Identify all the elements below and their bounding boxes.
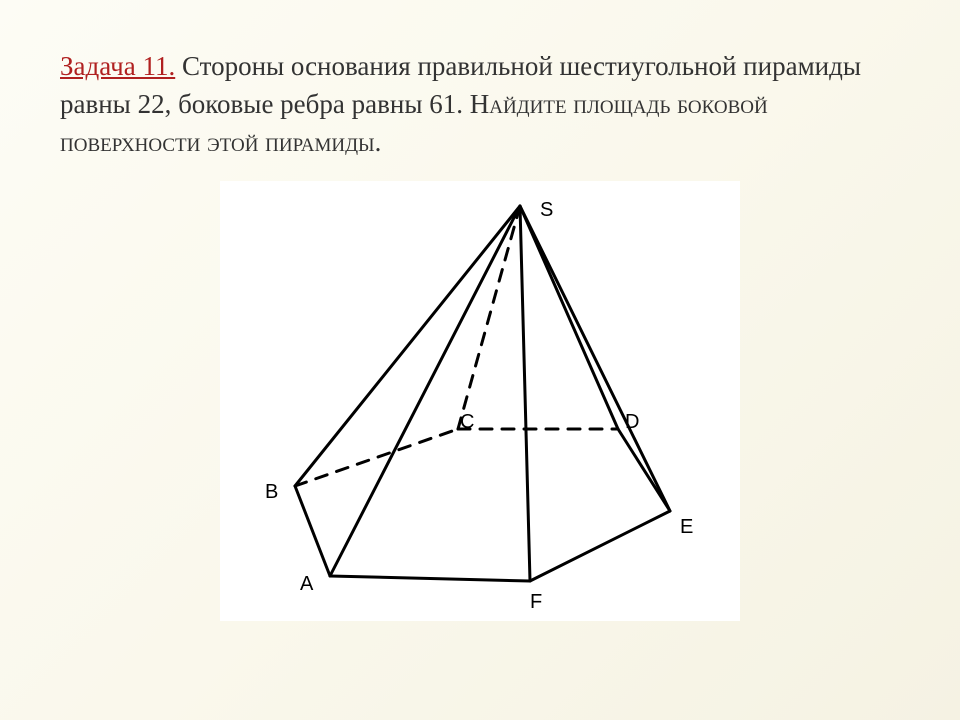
vertex-label-E: E	[680, 516, 693, 539]
pyramid-svg	[220, 181, 740, 621]
pyramid-figure: S A B C D E F	[220, 181, 740, 621]
vertex-label-D: D	[625, 411, 639, 434]
vertex-label-C: C	[460, 411, 474, 434]
vertex-label-S: S	[540, 199, 553, 222]
slide: Задача 11. Стороны основания правильной …	[0, 0, 960, 720]
problem-period: .	[375, 127, 382, 157]
task-label: Задача 11.	[60, 51, 175, 81]
vertex-label-F: F	[530, 591, 542, 614]
vertex-label-A: A	[300, 573, 313, 596]
dashed-edges	[295, 206, 618, 486]
vertex-label-B: B	[265, 481, 278, 504]
solid-edges	[295, 206, 670, 581]
problem-text: Задача 11. Стороны основания правильной …	[60, 48, 900, 161]
